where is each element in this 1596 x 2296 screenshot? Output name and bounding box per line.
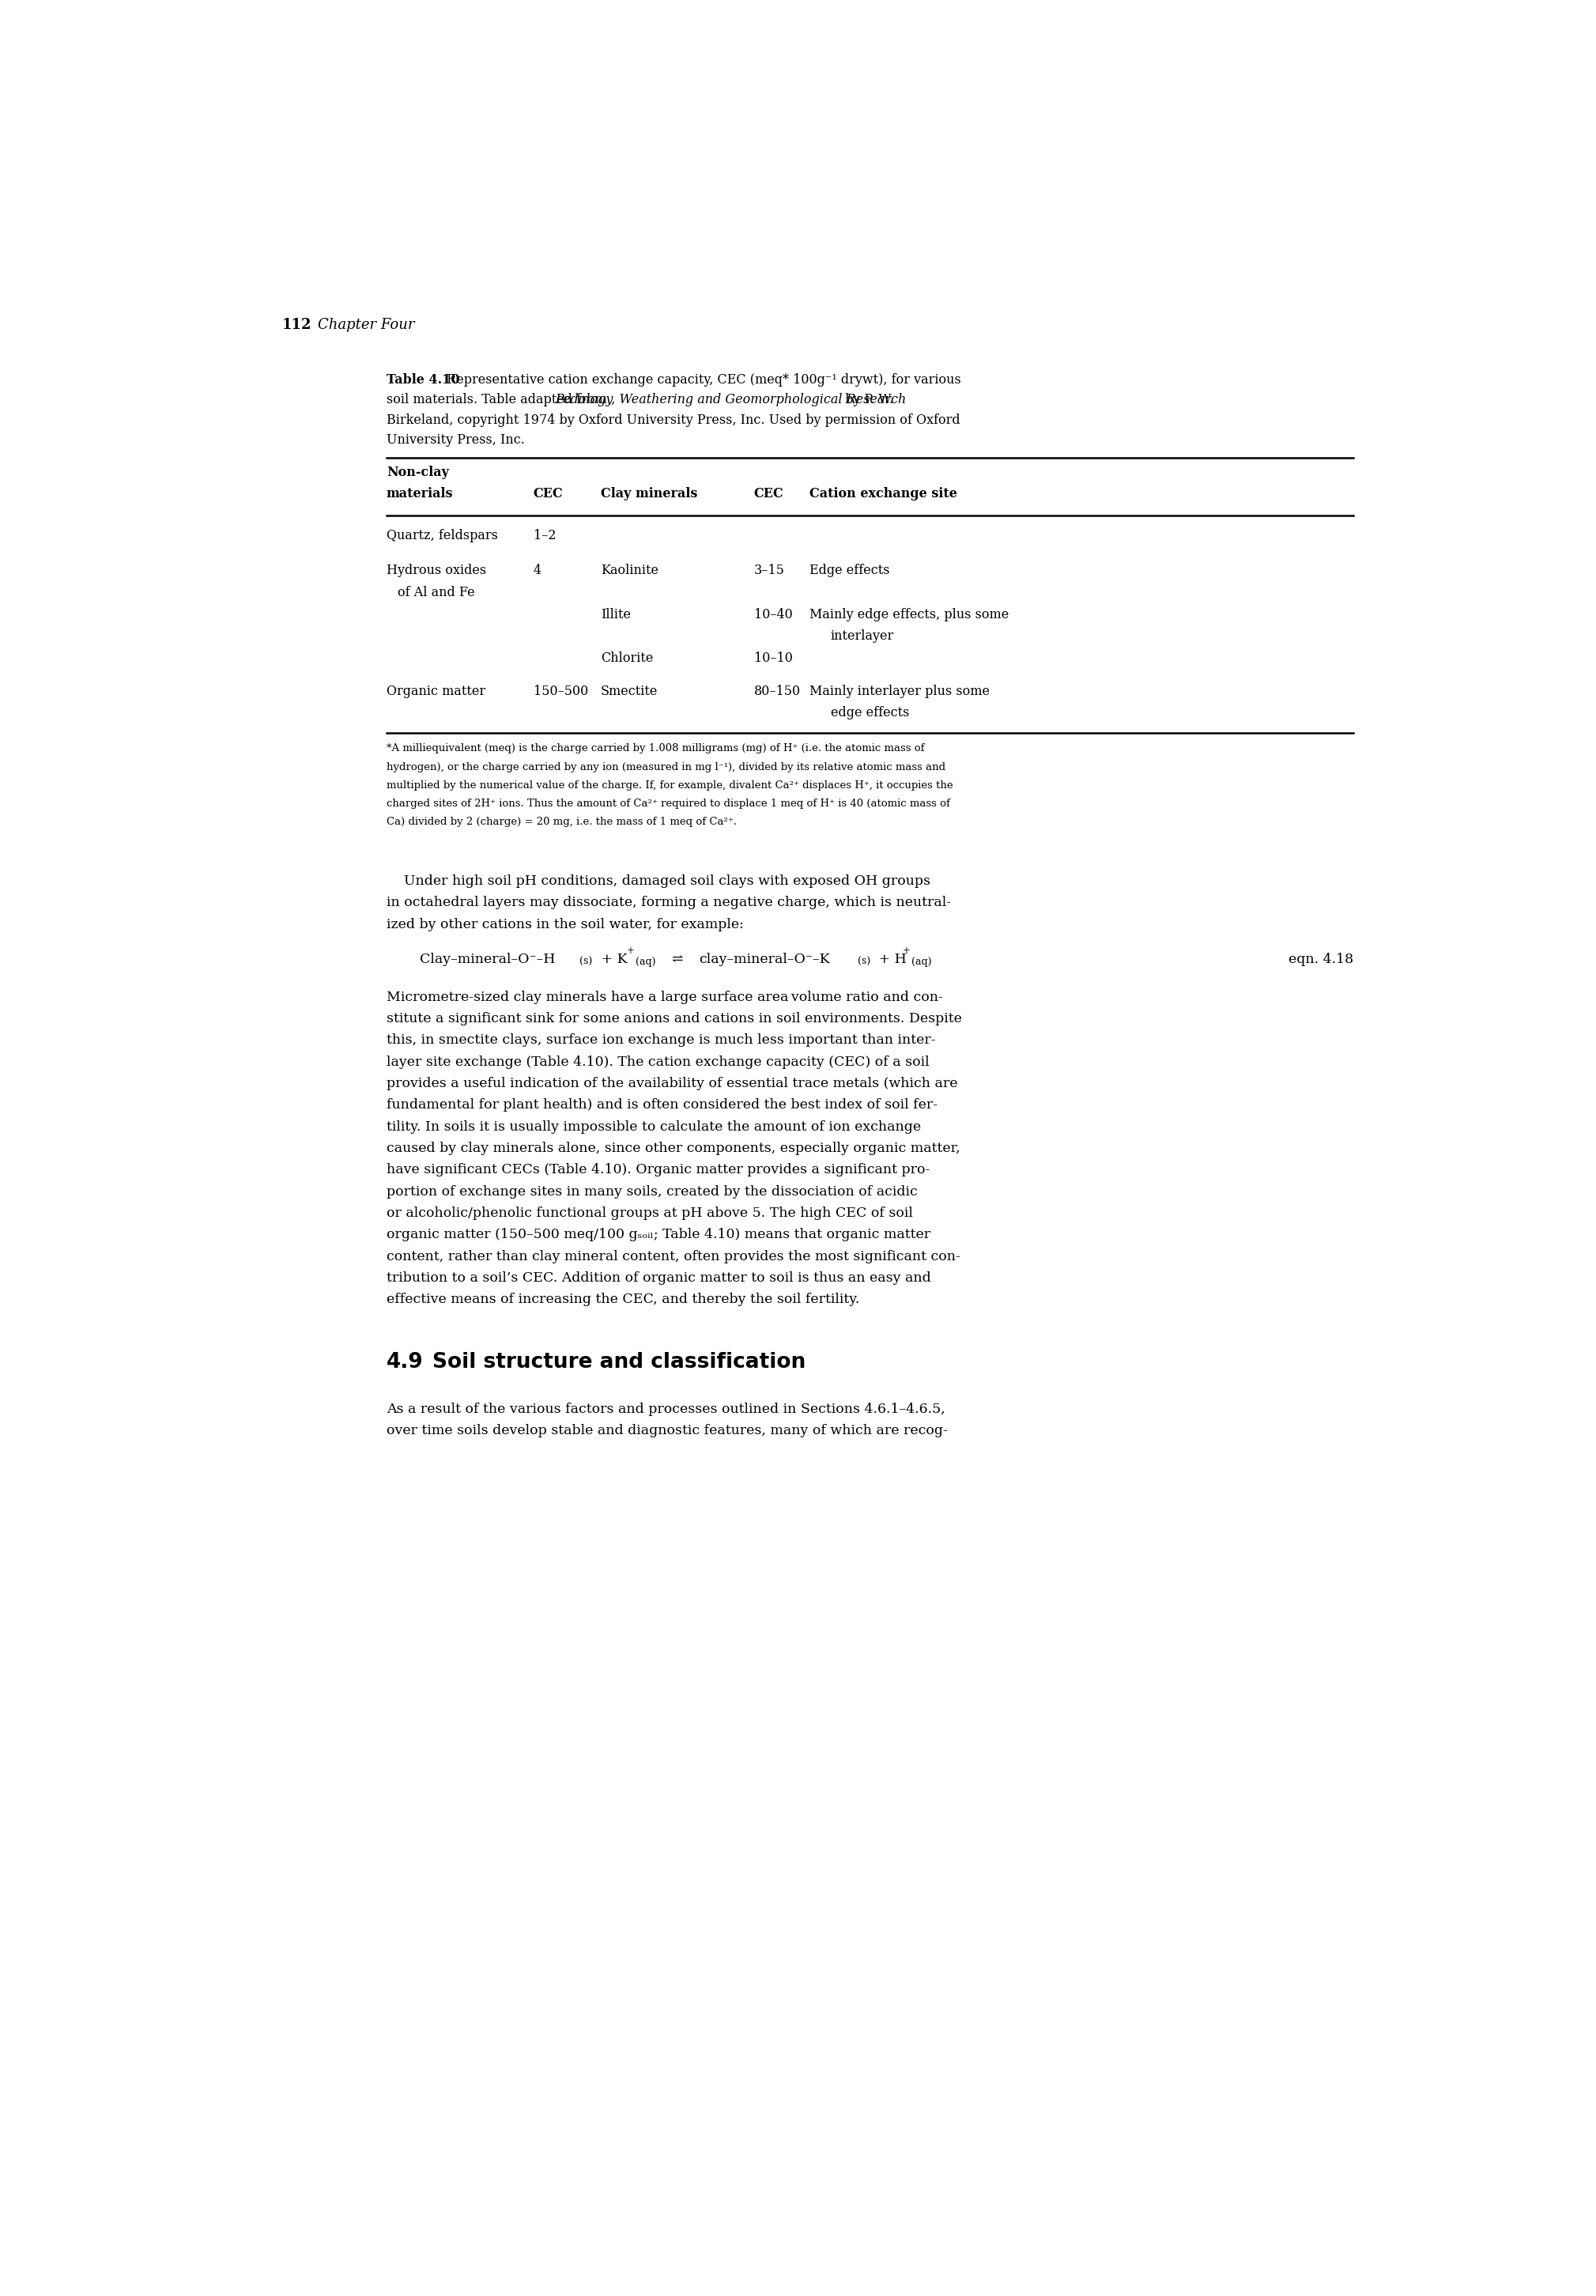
Text: *A milliequivalent (meq) is the charge carried by 1.008 milligrams (mg) of H⁺ (i: *A milliequivalent (meq) is the charge c… xyxy=(386,744,924,753)
Text: Ca) divided by 2 (charge) = 20 mg, i.e. the mass of 1 meq of Ca²⁺.: Ca) divided by 2 (charge) = 20 mg, i.e. … xyxy=(386,817,736,827)
Text: clay–mineral–O⁻–K: clay–mineral–O⁻–K xyxy=(699,953,830,967)
Text: 4.9: 4.9 xyxy=(386,1352,423,1373)
Text: Non-clay: Non-clay xyxy=(386,466,448,480)
Text: provides a useful indication of the availability of essential trace metals (whic: provides a useful indication of the avai… xyxy=(386,1077,958,1091)
Text: materials: materials xyxy=(386,487,453,501)
Text: Organic matter: Organic matter xyxy=(386,684,485,698)
Text: or alcoholic/phenolic functional groups at pH above 5. The high CEC of soil: or alcoholic/phenolic functional groups … xyxy=(386,1205,913,1219)
Text: interlayer: interlayer xyxy=(830,629,894,643)
Text: Cation exchange site: Cation exchange site xyxy=(809,487,956,501)
Text: effective means of increasing the CEC, and thereby the soil fertility.: effective means of increasing the CEC, a… xyxy=(386,1293,859,1306)
Text: Mainly interlayer plus some: Mainly interlayer plus some xyxy=(809,684,990,698)
Text: Chapter Four: Chapter Four xyxy=(318,319,415,333)
Text: Clay minerals: Clay minerals xyxy=(600,487,697,501)
Text: Clay–mineral–O⁻–H: Clay–mineral–O⁻–H xyxy=(420,953,555,967)
Text: by P. W.: by P. W. xyxy=(841,393,894,406)
Text: 4: 4 xyxy=(533,565,541,576)
Text: portion of exchange sites in many soils, created by the dissociation of acidic: portion of exchange sites in many soils,… xyxy=(386,1185,918,1199)
Text: 1–2: 1–2 xyxy=(533,528,555,542)
Text: Edge effects: Edge effects xyxy=(809,565,889,576)
Text: (aq): (aq) xyxy=(635,957,656,967)
Text: caused by clay minerals alone, since other components, especially organic matter: caused by clay minerals alone, since oth… xyxy=(386,1141,959,1155)
Text: 112: 112 xyxy=(282,319,311,333)
Text: +: + xyxy=(903,946,911,955)
Text: Birkeland, copyright 1974 by Oxford University Press, Inc. Used by permission of: Birkeland, copyright 1974 by Oxford Univ… xyxy=(386,413,959,427)
Text: hydrogen), or the charge carried by any ion (measured in mg l⁻¹), divided by its: hydrogen), or the charge carried by any … xyxy=(386,762,945,771)
Text: content, rather than clay mineral content, often provides the most significant c: content, rather than clay mineral conten… xyxy=(386,1249,961,1263)
Text: 80–150: 80–150 xyxy=(753,684,801,698)
Text: Micrometre-sized clay minerals have a large surface area volume ratio and con-: Micrometre-sized clay minerals have a la… xyxy=(386,990,943,1003)
Text: Pedology, Weathering and Geomorphological Research: Pedology, Weathering and Geomorphologica… xyxy=(555,393,907,406)
Text: Table 4.10: Table 4.10 xyxy=(386,372,460,386)
Text: CEC: CEC xyxy=(753,487,784,501)
Text: organic matter (150–500 meq/100 gₛₒᵢₗ; Table 4.10) means that organic matter: organic matter (150–500 meq/100 gₛₒᵢₗ; T… xyxy=(386,1228,930,1242)
Text: (s): (s) xyxy=(579,957,592,967)
Text: charged sites of 2H⁺ ions. Thus the amount of Ca²⁺ required to displace 1 meq of: charged sites of 2H⁺ ions. Thus the amou… xyxy=(386,799,950,808)
Text: have significant CECs (Table 4.10). Organic matter provides a significant pro-: have significant CECs (Table 4.10). Orga… xyxy=(386,1164,930,1178)
Text: Smectite: Smectite xyxy=(600,684,658,698)
Text: (aq): (aq) xyxy=(911,957,932,967)
Text: University Press, Inc.: University Press, Inc. xyxy=(386,434,525,448)
Text: stitute a significant sink for some anions and cations in soil environments. Des: stitute a significant sink for some anio… xyxy=(386,1013,962,1026)
Text: of Al and Fe: of Al and Fe xyxy=(397,585,474,599)
Text: As a result of the various factors and processes outlined in Sections 4.6.1–4.6.: As a result of the various factors and p… xyxy=(386,1403,945,1417)
Text: multiplied by the numerical value of the charge. If, for example, divalent Ca²⁺ : multiplied by the numerical value of the… xyxy=(386,781,953,790)
Text: fundamental for plant health) and is often considered the best index of soil fer: fundamental for plant health) and is oft… xyxy=(386,1097,937,1111)
Text: Quartz, feldspars: Quartz, feldspars xyxy=(386,528,498,542)
Text: tility. In soils it is usually impossible to calculate the amount of ion exchang: tility. In soils it is usually impossibl… xyxy=(386,1120,921,1134)
Text: Mainly edge effects, plus some: Mainly edge effects, plus some xyxy=(809,608,1009,622)
Text: CEC: CEC xyxy=(533,487,563,501)
Text: +: + xyxy=(627,946,634,955)
Text: layer site exchange (Table 4.10). The cation exchange capacity (CEC) of a soil: layer site exchange (Table 4.10). The ca… xyxy=(386,1056,929,1068)
Text: ized by other cations in the soil water, for example:: ized by other cations in the soil water,… xyxy=(386,918,744,932)
Text: 10–40: 10–40 xyxy=(753,608,793,622)
Text: in octahedral layers may dissociate, forming a negative charge, which is neutral: in octahedral layers may dissociate, for… xyxy=(386,895,951,909)
Text: eqn. 4.18: eqn. 4.18 xyxy=(1290,953,1353,967)
Text: Soil structure and classification: Soil structure and classification xyxy=(433,1352,806,1373)
Text: Under high soil pH conditions, damaged soil clays with exposed OH groups: Under high soil pH conditions, damaged s… xyxy=(386,875,930,889)
Text: Hydrous oxides: Hydrous oxides xyxy=(386,565,487,576)
Text: Representative cation exchange capacity, CEC (meq* 100g⁻¹ drywt), for various: Representative cation exchange capacity,… xyxy=(442,372,961,386)
Text: Kaolinite: Kaolinite xyxy=(600,565,659,576)
Text: soil materials. Table adapted from: soil materials. Table adapted from xyxy=(386,393,611,406)
Text: 3–15: 3–15 xyxy=(753,565,785,576)
Text: + K: + K xyxy=(597,953,627,967)
Text: this, in smectite clays, surface ion exchange is much less important than inter-: this, in smectite clays, surface ion exc… xyxy=(386,1033,935,1047)
Text: over time soils develop stable and diagnostic features, many of which are recog-: over time soils develop stable and diagn… xyxy=(386,1424,948,1437)
Text: edge effects: edge effects xyxy=(830,707,910,719)
Text: + H: + H xyxy=(875,953,907,967)
Text: 150–500: 150–500 xyxy=(533,684,587,698)
Text: tribution to a soil’s CEC. Addition of organic matter to soil is thus an easy an: tribution to a soil’s CEC. Addition of o… xyxy=(386,1272,930,1286)
Text: ⇌: ⇌ xyxy=(672,953,683,967)
Text: 10–10: 10–10 xyxy=(753,652,793,666)
Text: Chlorite: Chlorite xyxy=(600,652,653,666)
Text: (s): (s) xyxy=(859,957,871,967)
Text: Illite: Illite xyxy=(600,608,630,622)
